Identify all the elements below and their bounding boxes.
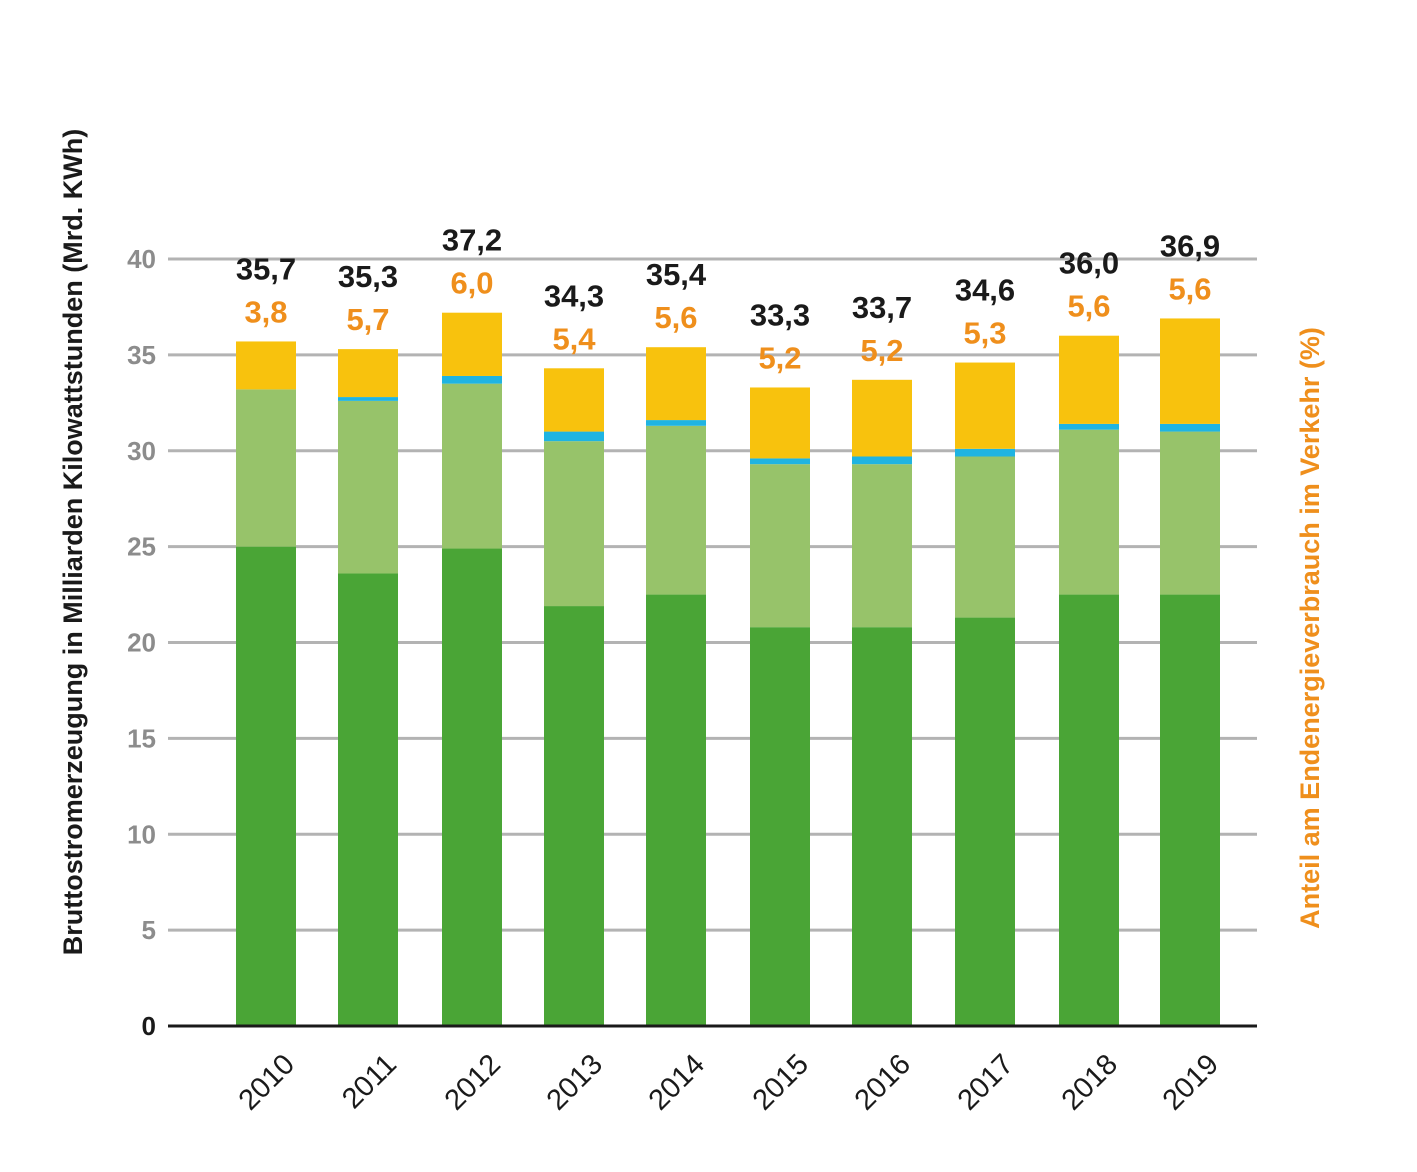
bar-segment	[338, 400, 398, 574]
bar-segment	[955, 617, 1015, 1026]
y-tick-label: 5	[142, 915, 156, 945]
bar-segment	[852, 456, 912, 465]
bar-segment	[955, 448, 1015, 457]
bar-segment	[544, 431, 604, 442]
bar-segment	[442, 383, 502, 549]
bar-segment	[236, 389, 296, 547]
share-label: 5,6	[1067, 289, 1110, 324]
share-label: 3,8	[244, 294, 287, 329]
share-label: 6,0	[450, 266, 493, 301]
bar-segment	[852, 627, 912, 1026]
bar-segment	[852, 379, 912, 457]
share-label: 5,6	[654, 300, 697, 335]
share-label: 5,6	[1168, 271, 1211, 306]
bar-segment	[646, 420, 706, 426]
bar-segment	[338, 397, 398, 401]
x-tick-label: 2013	[541, 1048, 609, 1116]
bar-segment	[646, 425, 706, 595]
total-label: 35,4	[646, 257, 707, 292]
bar-segment	[544, 606, 604, 1026]
x-tick-label: 2018	[1056, 1048, 1124, 1116]
y-axis-ticks: 0 5 10 15 20 25 30 35 40	[127, 244, 156, 1041]
share-label: 5,7	[346, 302, 389, 337]
total-label: 35,3	[338, 259, 398, 294]
bar-segment	[1160, 318, 1220, 424]
y-tick-label: 15	[127, 723, 156, 753]
bar-segment	[1059, 594, 1119, 1026]
total-label: 33,3	[750, 297, 810, 332]
x-axis-ticks: 2010 2011 2012 2013 2014 2015 2016 2017 2018 2019	[233, 1048, 1225, 1116]
bar-segment	[1160, 423, 1220, 432]
bar-segment	[236, 341, 296, 390]
y-tick-label: 25	[127, 532, 156, 562]
total-label: 33,7	[852, 290, 912, 325]
total-label: 34,3	[544, 278, 604, 313]
bar-segment	[544, 368, 604, 432]
bar-segment	[338, 349, 398, 398]
x-tick-label: 2010	[233, 1048, 301, 1116]
bar-segment	[1160, 431, 1220, 595]
y-tick-label: 35	[127, 340, 156, 370]
bar-segment	[955, 362, 1015, 449]
bar-segment	[750, 387, 810, 459]
bar-segment	[646, 594, 706, 1026]
total-label: 36,0	[1059, 246, 1119, 281]
bar-segment	[1059, 335, 1119, 424]
bar-segment	[236, 546, 296, 1026]
x-tick-label: 2012	[439, 1048, 507, 1116]
bar-segment	[1160, 594, 1220, 1026]
bar-segment	[442, 312, 502, 376]
bar-segment	[1059, 429, 1119, 595]
bar-segment	[852, 464, 912, 628]
share-label: 5,2	[860, 333, 903, 368]
y-axis-label-right: Anteil am Endenergieverbrauch im Verkehr…	[1295, 327, 1325, 929]
bar-segment	[750, 627, 810, 1026]
total-label: 36,9	[1160, 228, 1220, 263]
bar-segment	[338, 573, 398, 1026]
y-axis-label: Bruttostromerzeugung in Milliarden Kilow…	[58, 129, 88, 955]
y-tick-label: 10	[127, 819, 156, 849]
total-label: 35,7	[236, 251, 296, 286]
bar-segment	[442, 548, 502, 1026]
y-tick-label: 30	[127, 436, 156, 466]
x-tick-label: 2014	[643, 1048, 711, 1116]
x-tick-label: 2016	[849, 1048, 917, 1116]
bar-segment	[544, 441, 604, 607]
x-tick-label: 2017	[952, 1048, 1020, 1116]
share-label: 5,2	[758, 340, 801, 375]
y-tick-label: 0	[142, 1011, 156, 1041]
bar-segment	[646, 347, 706, 421]
total-label: 34,6	[955, 273, 1015, 308]
bar-segment	[442, 375, 502, 384]
share-label: 5,4	[552, 321, 596, 356]
x-tick-label: 2015	[747, 1048, 815, 1116]
y-tick-label: 40	[127, 244, 156, 274]
bar-segment	[955, 456, 1015, 618]
bar-segment	[750, 464, 810, 628]
y-tick-label: 20	[127, 628, 156, 658]
bar-labels: 3,8 35,7 5,7 35,3 6,0 37,2 5,4 34,3 5,6 35,4 5,2 33…	[236, 223, 1220, 376]
x-tick-label: 2011	[336, 1048, 403, 1115]
bar-segment	[750, 458, 810, 465]
bars	[236, 312, 1220, 1026]
x-tick-label: 2019	[1157, 1048, 1225, 1116]
share-label: 5,3	[963, 316, 1006, 351]
total-label: 37,2	[442, 223, 502, 258]
bar-segment	[1059, 423, 1119, 430]
